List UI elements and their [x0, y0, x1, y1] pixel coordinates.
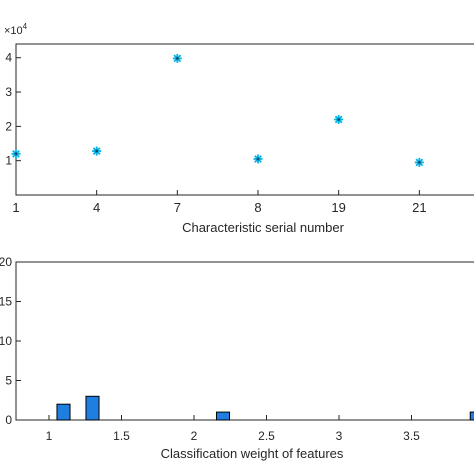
histogram-y-tick-label: 0: [5, 413, 12, 427]
histogram-x-tick-label: 2: [191, 429, 198, 443]
scatter-x-tick-label: 7: [174, 200, 181, 215]
histogram-axes-box: [15, 261, 474, 421]
histogram-bar: [469, 411, 474, 421]
scatter-point: [334, 115, 344, 124]
scatter-point-center: [175, 57, 179, 60]
histogram-panel: 0 5 10 15 20 1 1.5 2 2.5 3 3.5 Classification weigh…: [0, 255, 474, 461]
histogram-x-tick-label: 3: [336, 429, 343, 443]
scatter-y-tick-label: 1: [5, 154, 12, 168]
scatter-x-tick-label: 8: [254, 200, 261, 215]
histogram-y-tick-label: 10: [0, 334, 12, 348]
scatter-point-center: [417, 160, 421, 164]
histogram-x-tick-label: 2.5: [258, 429, 275, 443]
scatter-point: [414, 157, 424, 167]
histogram-x-tick-label: 1: [46, 429, 53, 443]
scatter-point: [172, 53, 182, 63]
scatter-point-center: [14, 152, 18, 156]
histogram-x-axis-label: Classification weight of features: [161, 446, 344, 461]
histogram-x-tick-label: 1.5: [113, 429, 130, 443]
histogram-y-tick-label: 20: [0, 255, 12, 269]
scatter-y-tick-label: 2: [5, 119, 12, 133]
scatter-x-tick-label: 4: [93, 200, 100, 215]
scatter-point: [11, 149, 21, 159]
scatter-point: [92, 146, 102, 156]
scatter-point-center: [337, 118, 341, 121]
histogram-x-tick-label: 3.5: [403, 429, 420, 443]
scatter-y-tick-label: 3: [5, 85, 12, 99]
histogram-bar: [215, 411, 231, 421]
scatter-axes-box: [15, 43, 474, 196]
histogram-bar: [85, 395, 100, 421]
scatter-x-axis-label: Characteristic serial number: [182, 220, 345, 235]
histogram-bar: [56, 403, 71, 421]
scatter-x-tick-label: 21: [412, 200, 426, 215]
scatter-x-tick-label: 19: [331, 200, 345, 215]
scatter-point-center: [95, 149, 99, 153]
scatter-x-tick-label: 1: [12, 200, 19, 215]
scatter-panel: 1 2 3 4 1 4 7 8 19 21 ×104 Characteristic serial nu…: [4, 22, 474, 235]
scatter-y-tick-label: 4: [5, 51, 12, 65]
histogram-y-tick-label: 15: [0, 295, 12, 309]
scatter-point-center: [256, 157, 260, 161]
scatter-y-multiplier: ×104: [4, 22, 28, 37]
scatter-point: [253, 154, 263, 164]
histogram-y-tick-label: 5: [5, 374, 12, 388]
